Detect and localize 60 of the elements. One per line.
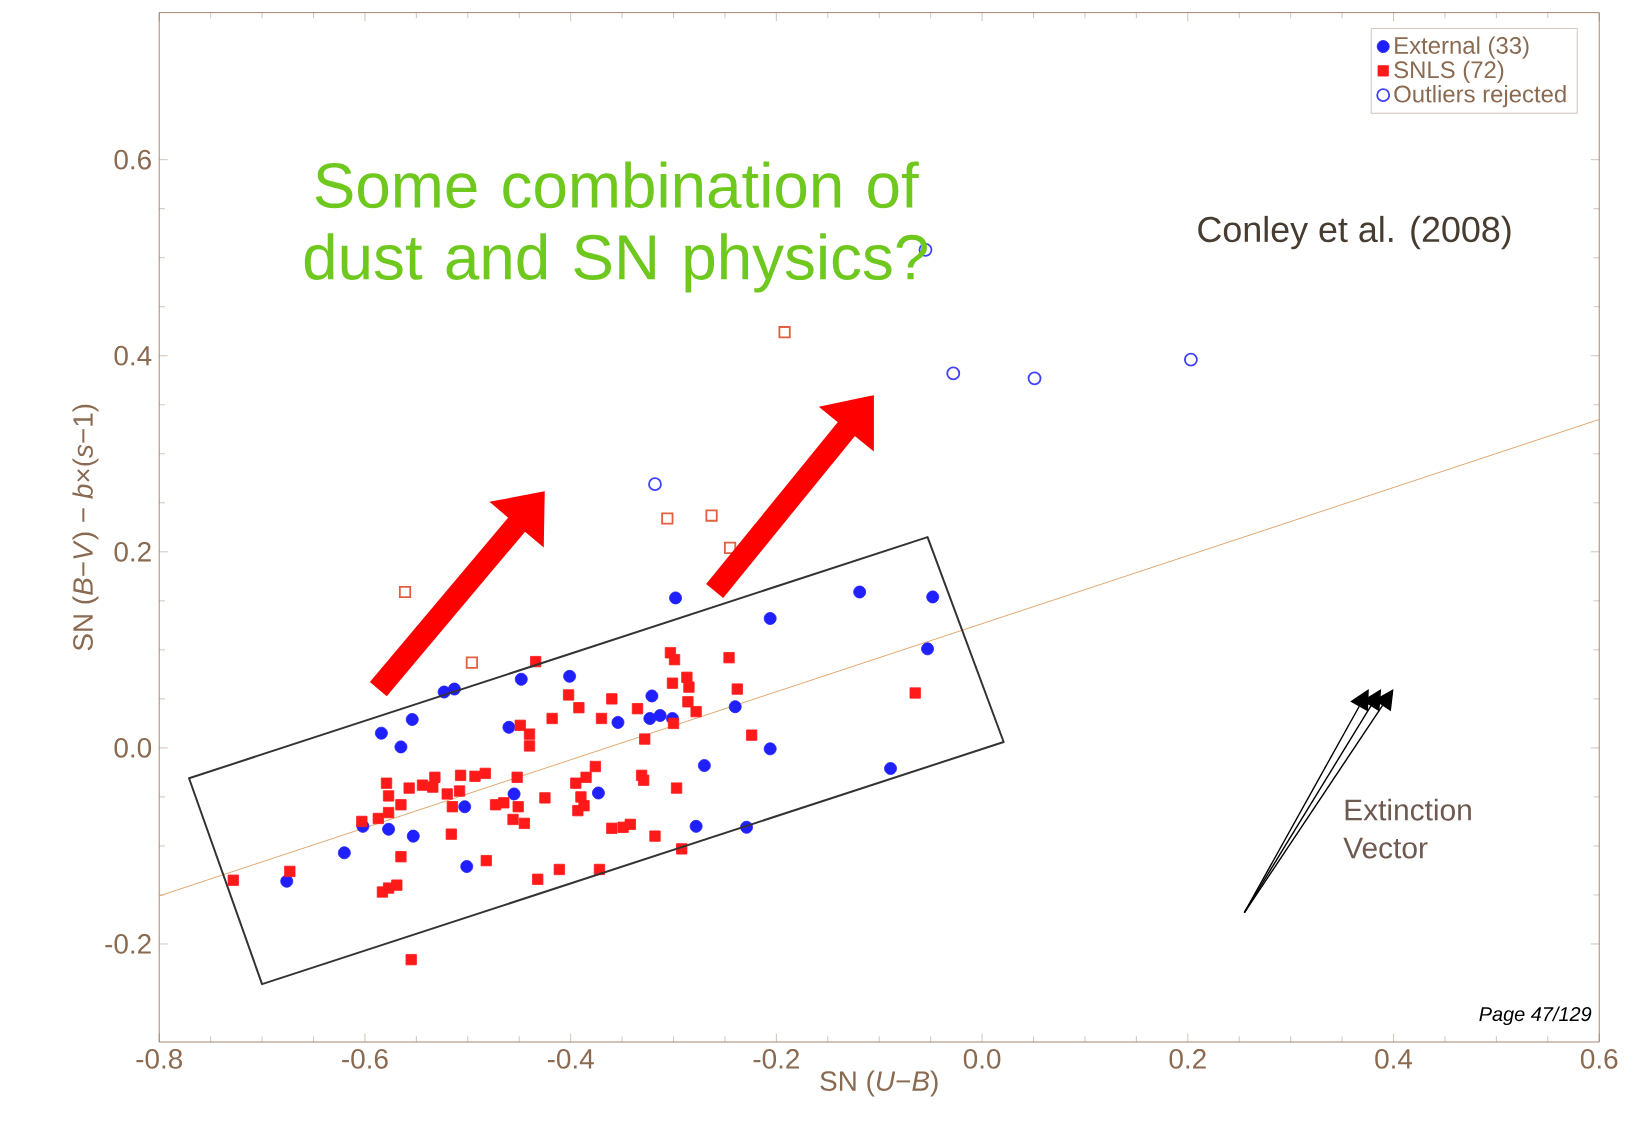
point	[374, 726, 388, 740]
x-tick-label: -0.4	[547, 1049, 594, 1069]
y-tick-label: 0.6	[114, 149, 151, 170]
point	[653, 709, 667, 722]
point	[465, 656, 478, 669]
point	[502, 720, 516, 734]
x-tick-label: -0.6	[342, 1049, 388, 1069]
point	[728, 700, 742, 714]
x-tick-label: 0.2	[1169, 1049, 1206, 1069]
x-tick-label: 0.6	[1580, 1049, 1618, 1069]
point	[507, 787, 521, 801]
y-tick-label: 0.0	[114, 737, 152, 758]
legend-label: External (33)	[1395, 36, 1529, 59]
x-tick-label: -0.2	[753, 1049, 799, 1069]
point	[921, 642, 934, 656]
legend-label: Outliers rejected	[1394, 85, 1566, 108]
legend-label: SNLS (72)	[1394, 60, 1504, 83]
point	[853, 585, 867, 599]
point	[382, 822, 395, 836]
point	[778, 326, 791, 339]
y-tick-label: -0.2	[105, 934, 151, 954]
point	[705, 509, 718, 522]
point	[592, 786, 605, 800]
point	[1027, 371, 1042, 386]
point	[514, 672, 528, 686]
point	[398, 585, 412, 599]
annotation: Page 47/129	[1479, 1006, 1592, 1026]
point	[763, 612, 777, 625]
point	[460, 860, 474, 873]
annotation: Extinction Vector	[1343, 798, 1471, 859]
x-axis-title: SN (U−B)	[820, 1070, 938, 1097]
x-tick-label: -0.8	[136, 1049, 183, 1069]
point	[926, 590, 940, 604]
point	[337, 846, 351, 860]
point	[1183, 352, 1198, 367]
x-tick-label: 0.4	[1375, 1049, 1413, 1069]
point	[763, 742, 777, 756]
point	[661, 512, 674, 525]
point	[648, 477, 662, 492]
point	[643, 712, 657, 725]
point	[645, 689, 659, 703]
point	[689, 819, 703, 833]
point	[723, 541, 737, 554]
point	[458, 800, 472, 814]
text: SN (B−V) − b×(s−1)	[72, 404, 99, 651]
annotation: Some combination of dust and SN physics?	[304, 161, 927, 293]
x-tick-label: 0.0	[963, 1049, 1001, 1069]
y-tick-label: 0.2	[114, 541, 151, 562]
y-tick-label: 0.4	[114, 345, 152, 366]
annotation: Conley et al. (2008)	[1198, 215, 1511, 250]
point	[405, 713, 419, 726]
point	[884, 762, 897, 775]
point	[697, 759, 711, 772]
point	[394, 740, 408, 754]
point	[406, 829, 420, 843]
point	[280, 874, 294, 888]
point	[563, 669, 577, 683]
point	[669, 591, 682, 605]
point	[946, 366, 961, 381]
point	[611, 716, 625, 729]
